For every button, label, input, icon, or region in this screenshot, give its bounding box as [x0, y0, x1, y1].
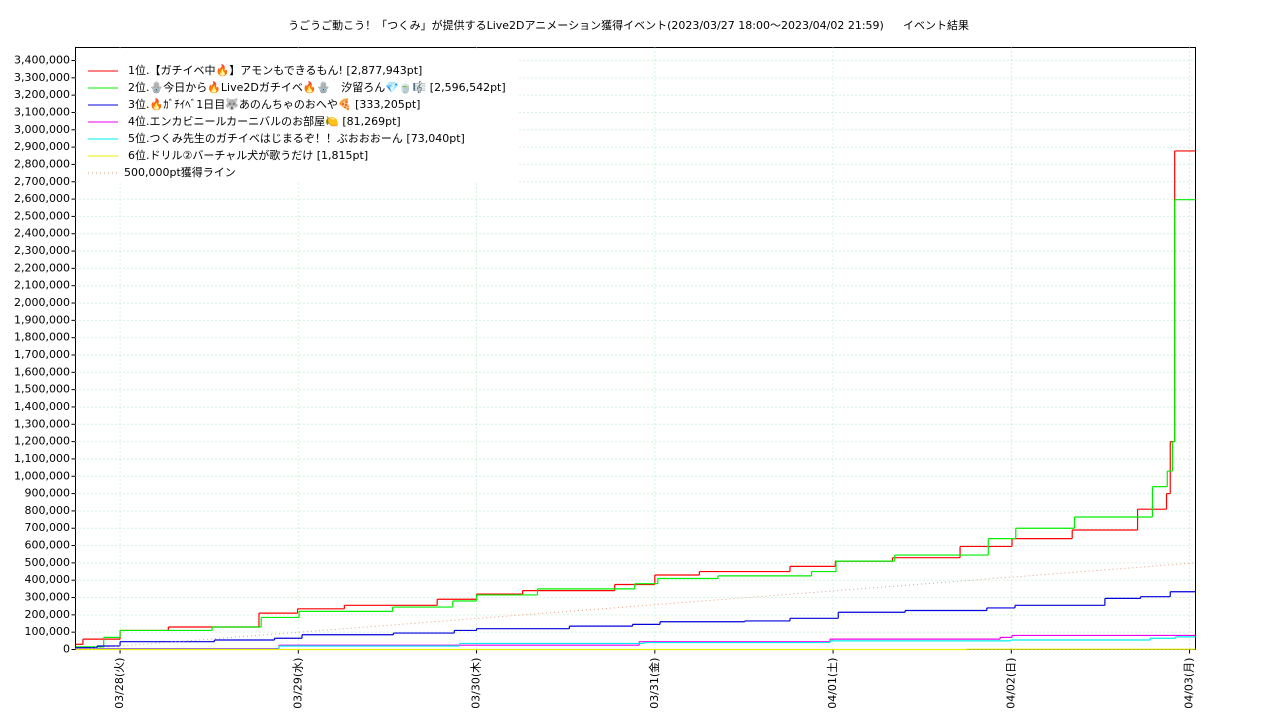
y-tick-label: 1,600,000 — [14, 365, 70, 378]
legend-label: 1位.【ガチイベ中🔥】アモンもできるもん! [2,877,943pt] — [128, 63, 422, 77]
y-tick-label: 3,000,000 — [14, 123, 70, 136]
y-tick-label: 3,300,000 — [14, 71, 70, 84]
y-tick-label: 2,500,000 — [14, 209, 70, 222]
legend-label: 500,000pt獲得ライン — [124, 166, 236, 179]
legend-label: 6位.ドリル②バーチャル犬が歌うだけ [1,815pt] — [128, 148, 368, 162]
x-tick-label: 03/28(火) — [113, 658, 126, 709]
threshold-line — [75, 562, 1196, 650]
legend-label: 4位.エンカビニールカーニバルのお部屋🍋 [81,269pt] — [128, 114, 401, 128]
y-tick-label: 2,600,000 — [14, 192, 70, 205]
x-tick-label: 03/30(木) — [470, 658, 483, 709]
legend: 1位.【ガチイベ中🔥】アモンもできるもん! [2,877,943pt] 2位.🪬今… — [77, 49, 518, 183]
y-tick-label: 400,000 — [25, 573, 71, 586]
y-tick-label: 600,000 — [25, 539, 71, 552]
x-tick-label: 03/29(水) — [291, 658, 304, 709]
y-tick-label: 700,000 — [25, 521, 71, 534]
y-tick-label: 1,400,000 — [14, 400, 70, 413]
legend-box — [77, 49, 518, 183]
y-tick-label: 1,200,000 — [14, 435, 70, 448]
y-tick-label: 2,300,000 — [14, 244, 70, 257]
chart-title: うごうご動こう！「つくみ」が提供するLive2Dアニメーション獲得イベント(20… — [288, 18, 884, 32]
y-tick-label: 500,000 — [25, 556, 71, 569]
x-tick-label: 04/02(日) — [1004, 658, 1017, 709]
y-tick-label: 2,000,000 — [14, 296, 70, 309]
y-tick-label: 1,900,000 — [14, 313, 70, 326]
y-tick-label: 1,100,000 — [14, 452, 70, 465]
legend-label: 2位.🪬今日から🔥Live2Dガチイベ🔥🪬 汐留ろん💎🍵🎼 [2,596,542… — [128, 80, 506, 94]
y-tick-label: 2,800,000 — [14, 157, 70, 170]
x-tick-label: 04/03(月) — [1183, 658, 1196, 709]
y-tick-label: 1,300,000 — [14, 417, 70, 430]
y-tick-label: 2,400,000 — [14, 227, 70, 240]
y-tick-label: 2,900,000 — [14, 140, 70, 153]
y-tick-label: 3,400,000 — [14, 53, 70, 66]
y-tick-label: 1,700,000 — [14, 348, 70, 361]
y-tick-label: 0 — [63, 643, 70, 656]
y-tick-label: 3,100,000 — [14, 105, 70, 118]
y-tick-label: 3,200,000 — [14, 88, 70, 101]
y-tick-label: 2,100,000 — [14, 279, 70, 292]
legend-label: 5位.つくみ先生のガチイベはじまるぞ！！ぶおおおーん [73,040pt] — [128, 131, 465, 145]
y-tick-label: 1,500,000 — [14, 383, 70, 396]
x-tick-label: 03/31(金) — [647, 658, 661, 709]
y-tick-label: 100,000 — [25, 625, 71, 638]
y-tick-label: 200,000 — [25, 608, 71, 621]
y-tick-label: 1,000,000 — [14, 469, 70, 482]
legend-label: 3位.🔥ｶﾞﾁｲﾍﾞ1日目🐺あのんちゃのおへや🍕 [333,205pt] — [128, 97, 420, 111]
y-tick-label: 2,200,000 — [14, 261, 70, 274]
y-tick-label: 900,000 — [25, 487, 71, 500]
y-tick-label: 1,800,000 — [14, 331, 70, 344]
y-tick-label: 800,000 — [25, 504, 71, 517]
chart-subtitle: イベント結果 — [903, 18, 969, 32]
x-tick-label: 04/01(土) — [826, 658, 839, 709]
y-tick-label: 300,000 — [25, 591, 71, 604]
y-tick-label: 2,700,000 — [14, 175, 70, 188]
